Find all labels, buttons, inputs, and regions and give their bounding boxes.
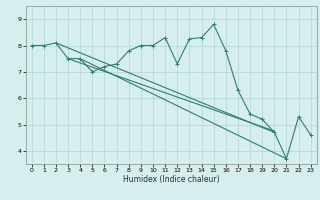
X-axis label: Humidex (Indice chaleur): Humidex (Indice chaleur) bbox=[123, 175, 220, 184]
